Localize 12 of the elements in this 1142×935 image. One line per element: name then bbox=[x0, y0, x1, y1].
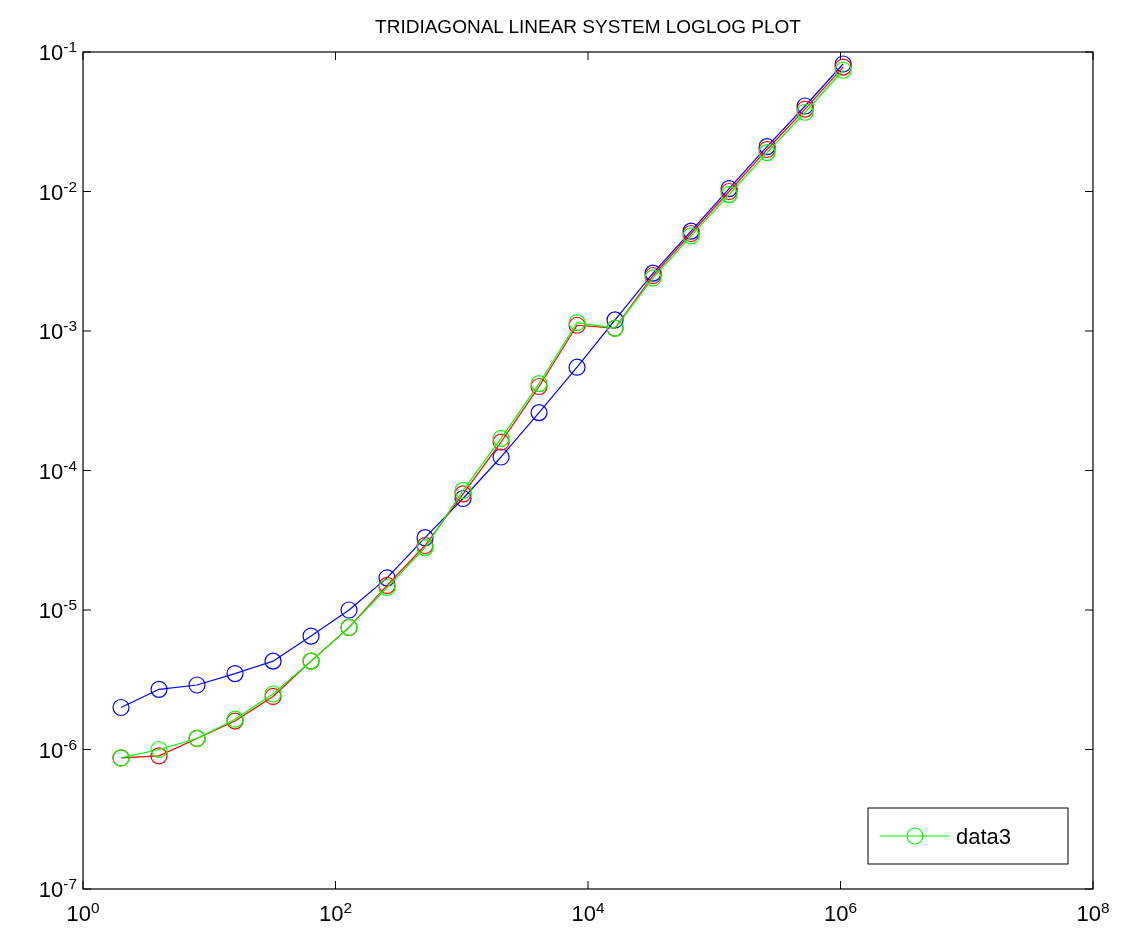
x-tick-label: 10$^{2}$ bbox=[318, 898, 353, 926]
chart-title: TRIDIAGONAL LINEAR SYSTEM LOGLOG PLOT bbox=[375, 16, 802, 38]
legend-label: data3 bbox=[956, 824, 1012, 849]
y-tick-label: 10$^{-5}$ bbox=[38, 595, 77, 623]
y-tick-label: 10$^{-1}$ bbox=[38, 37, 77, 65]
y-tick-label: 10$^{-2}$ bbox=[38, 177, 77, 205]
y-tick-label: 10$^{-4}$ bbox=[38, 456, 78, 484]
y-tick-label: 10$^{-3}$ bbox=[38, 316, 77, 344]
y-tick-label: 10$^{-6}$ bbox=[38, 735, 77, 763]
x-tick-label: 10$^{6}$ bbox=[823, 898, 858, 926]
x-tick-label: 10$^{4}$ bbox=[571, 898, 605, 926]
x-tick-label: 10$^{8}$ bbox=[1076, 898, 1110, 926]
